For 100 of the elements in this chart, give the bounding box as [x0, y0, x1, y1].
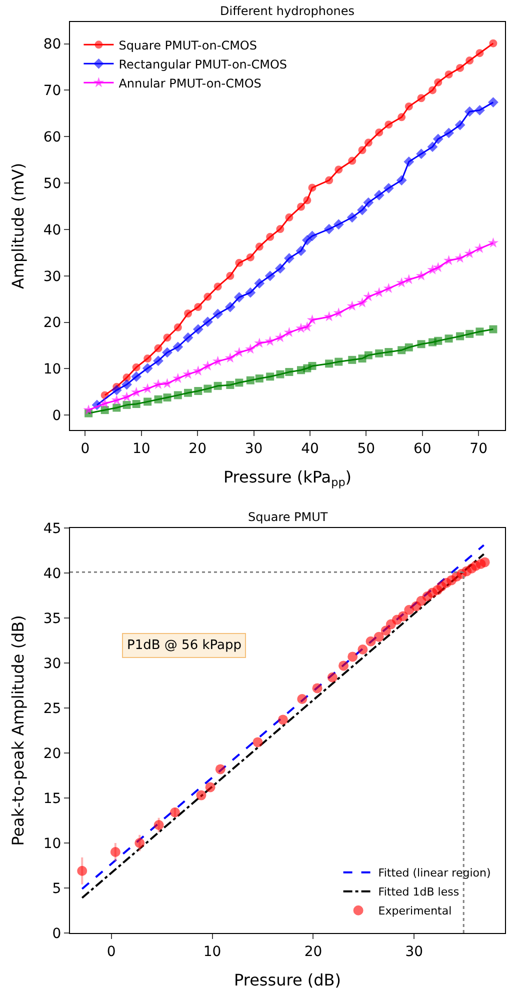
point: [333, 219, 344, 230]
point: [489, 39, 498, 48]
y-tick-label: 50: [43, 176, 62, 192]
point: [205, 782, 216, 792]
point: [266, 232, 274, 241]
point: [234, 292, 244, 302]
point: [404, 102, 413, 110]
point: [380, 626, 391, 636]
y-tick-label: 45: [43, 520, 62, 537]
point: [434, 78, 442, 86]
x-tick-label: 10: [132, 440, 150, 457]
point: [214, 282, 222, 291]
point: [427, 142, 438, 152]
x-tick-label: 40: [301, 440, 319, 457]
point: [476, 49, 484, 58]
point: [454, 120, 466, 130]
y-tick-label: 10: [43, 362, 62, 378]
point: [111, 384, 122, 396]
point: [184, 309, 192, 318]
point: [398, 611, 408, 622]
point: [324, 224, 334, 234]
point: [432, 262, 444, 272]
x-tick-label: 20: [188, 440, 206, 457]
point: [297, 694, 308, 704]
point: [374, 190, 384, 200]
point: [443, 254, 454, 266]
point: [274, 263, 286, 274]
point: [464, 106, 475, 117]
point: [110, 847, 120, 857]
point: [142, 363, 153, 374]
point: [338, 660, 349, 671]
x-axis-title: Pressure (dB): [234, 970, 342, 990]
point: [434, 336, 442, 345]
point: [348, 356, 356, 364]
y-tick-label: 0: [52, 408, 62, 424]
point: [192, 324, 204, 334]
point: [132, 363, 140, 372]
y-tick-label: 35: [43, 610, 62, 627]
x-tick-label: 70: [470, 440, 488, 457]
point: [285, 368, 294, 376]
y-tick-label: 25: [43, 700, 62, 717]
point: [432, 134, 444, 144]
point: [212, 356, 224, 366]
y-tick-label: 80: [43, 36, 62, 53]
point: [100, 398, 110, 408]
point: [194, 387, 202, 396]
y-axis-title: Amplitude (mV): [8, 162, 28, 290]
point: [464, 248, 475, 258]
chart-title: Square PMUT: [248, 510, 328, 524]
point: [204, 292, 212, 301]
point: [172, 342, 184, 352]
point: [363, 291, 374, 302]
point: [404, 343, 413, 352]
point: [194, 303, 202, 311]
point: [334, 358, 343, 366]
point: [456, 332, 464, 340]
point: [83, 404, 94, 415]
point: [302, 234, 312, 246]
point: [215, 764, 226, 774]
point: [112, 404, 121, 412]
point: [456, 64, 464, 72]
point: [384, 120, 393, 129]
point: [306, 314, 318, 325]
point: [327, 672, 338, 682]
point: [192, 365, 204, 376]
point: [174, 391, 182, 400]
point: [466, 56, 474, 65]
point: [196, 790, 206, 800]
point: [384, 348, 393, 356]
point: [358, 146, 366, 154]
point: [364, 351, 372, 360]
point: [396, 175, 407, 186]
point: [162, 378, 173, 388]
point: [163, 394, 172, 402]
point: [154, 820, 164, 830]
point: [427, 264, 438, 274]
x-tick-label: 30: [405, 944, 424, 960]
point: [131, 371, 142, 382]
point: [212, 308, 224, 320]
point: [153, 356, 164, 366]
point: [307, 230, 318, 242]
point: [132, 400, 140, 408]
x-tick-label: 0: [106, 944, 116, 960]
point: [308, 362, 316, 370]
x-tick-label: 10: [203, 944, 222, 960]
point: [296, 246, 306, 256]
point: [255, 242, 264, 251]
point: [130, 386, 142, 397]
legend-label: Fitted 1dB less: [378, 886, 460, 899]
point: [276, 370, 284, 378]
point: [202, 316, 213, 328]
point: [348, 652, 358, 662]
x-tick-label: 30: [244, 440, 263, 457]
point: [325, 360, 334, 368]
x-tick-label: 50: [357, 440, 376, 457]
point: [404, 604, 414, 615]
point: [170, 807, 180, 818]
legend-label: Fitted (linear region): [378, 866, 491, 880]
point: [254, 278, 265, 289]
point: [245, 344, 256, 354]
